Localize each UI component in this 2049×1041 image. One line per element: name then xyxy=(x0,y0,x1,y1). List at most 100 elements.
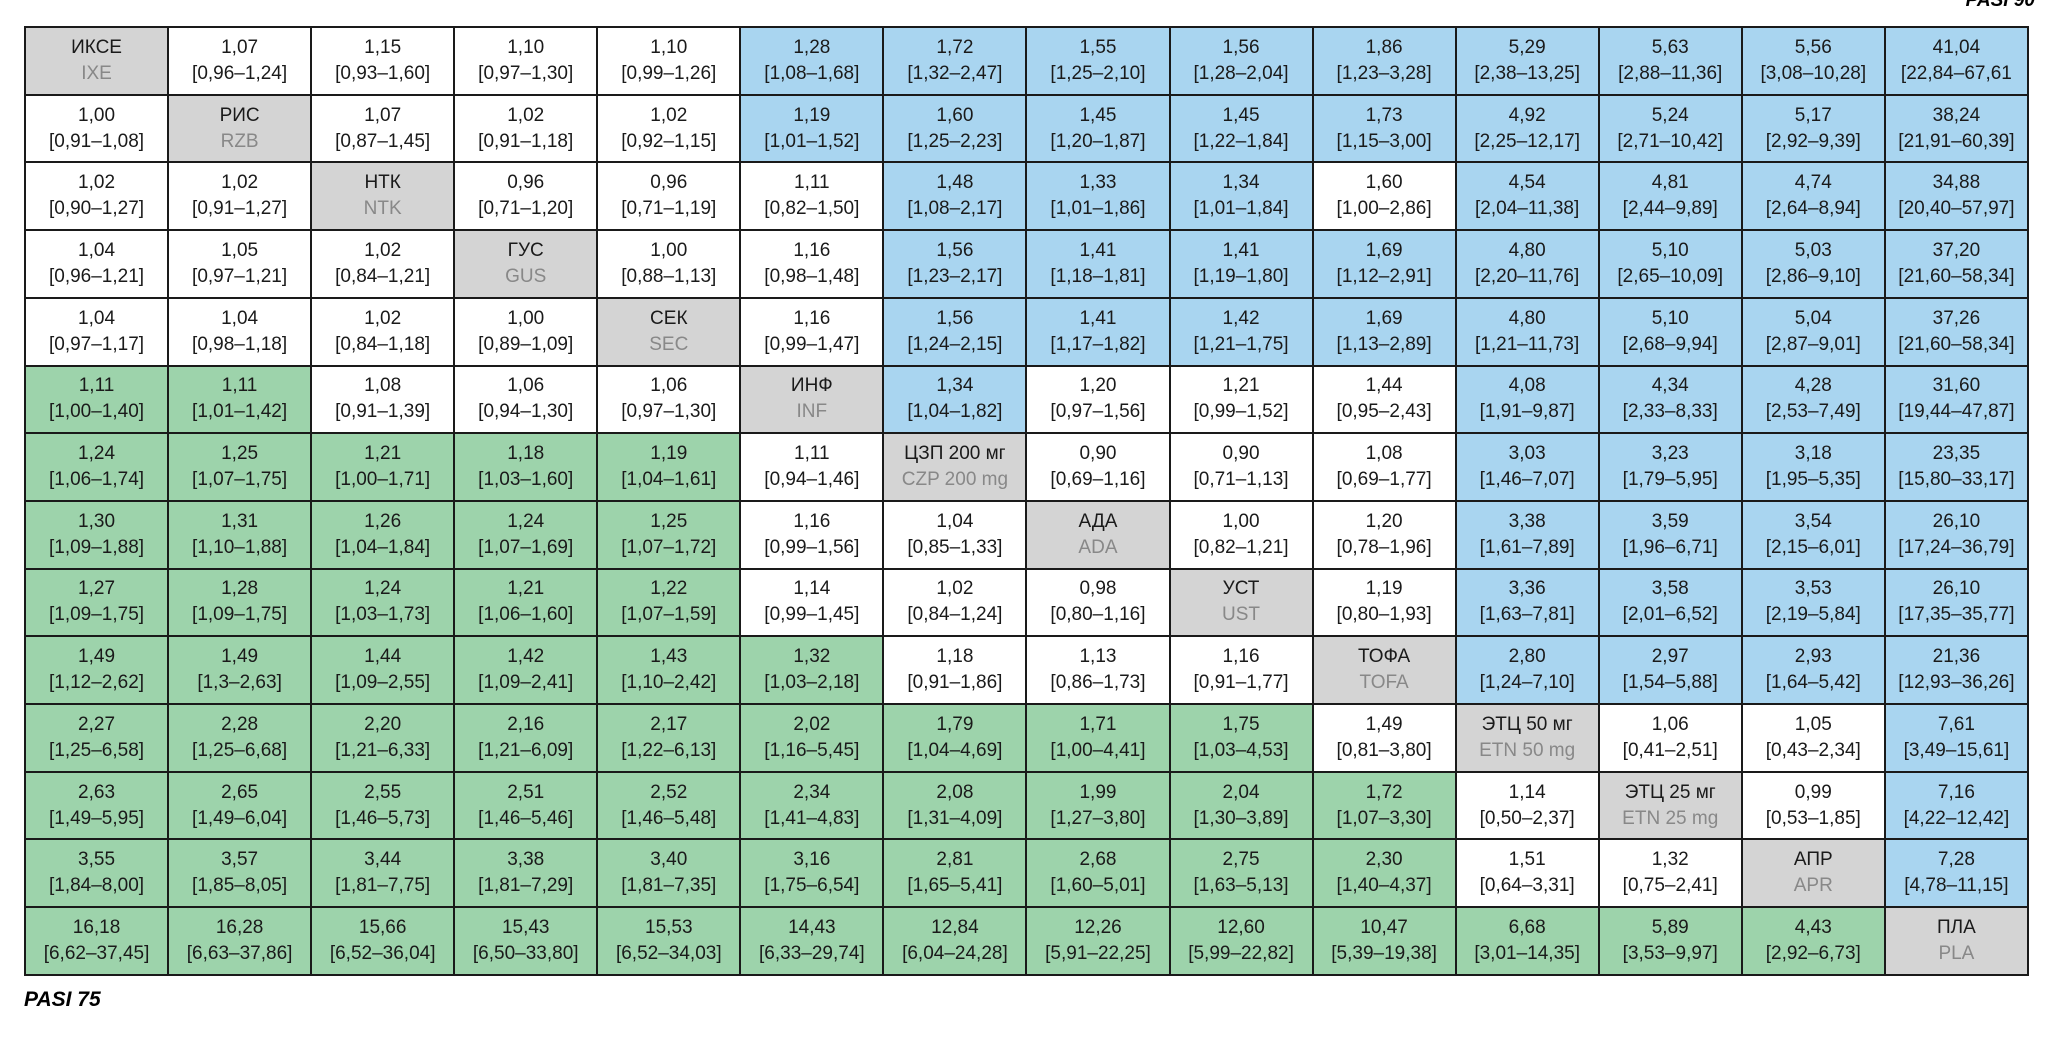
confidence-interval: [1,09–2,55] xyxy=(335,672,431,694)
confidence-interval: [1,81–7,75] xyxy=(335,875,431,897)
rr-value: 1,08 xyxy=(1365,443,1403,465)
confidence-interval: [17,35–35,77] xyxy=(1898,604,2015,626)
rr-value: 2,93 xyxy=(1794,646,1832,668)
rr-value: 15,66 xyxy=(358,917,407,939)
confidence-interval: [2,33–8,33] xyxy=(1622,401,1718,423)
comparison-cell: 4,81 [2,44–9,89] xyxy=(1597,161,1743,232)
rr-value: 1,27 xyxy=(78,578,116,600)
comparison-cell: 1,49 [1,12–2,62] xyxy=(23,635,170,706)
confidence-interval: [0,93–1,60] xyxy=(335,62,431,84)
comparison-cell: 2,08 [1,31–4,09] xyxy=(882,770,1028,841)
comparison-cell: 1,73 [1,15–3,00] xyxy=(1311,93,1457,164)
rr-value: 5,10 xyxy=(1651,239,1689,261)
treatment-name-en: NTK xyxy=(363,198,402,220)
confidence-interval: [1,54–5,88] xyxy=(1622,672,1718,694)
rr-value: 1,18 xyxy=(936,646,974,668)
comparison-cell: 3,54 [2,15–6,01] xyxy=(1740,499,1886,570)
confidence-interval: [0,71–1,19] xyxy=(621,198,717,220)
league-table-body: ИКСЕ IXE 1,07 [0,96–1,24] 1,15 [0,93–1,60] 1,1… xyxy=(23,26,2030,976)
confidence-interval: [2,44–9,89] xyxy=(1622,198,1718,220)
rr-value: 12,84 xyxy=(931,917,979,939)
rr-value: 5,29 xyxy=(1508,36,1546,58)
comparison-cell: 1,02 [0,91–1,27] xyxy=(167,161,313,232)
rr-value: 4,74 xyxy=(1794,172,1832,194)
comparison-cell: 1,18 [0,91–1,86] xyxy=(882,635,1028,706)
comparison-cell: 1,20 [0,97–1,56] xyxy=(1025,364,1171,435)
comparison-cell: 1,13 [0,86–1,73] xyxy=(1025,635,1171,706)
rr-value: 14,43 xyxy=(788,917,836,939)
comparison-cell: 1,18 [1,03–1,60] xyxy=(453,432,599,502)
comparison-cell: 1,60 [1,25–2,23] xyxy=(882,93,1028,164)
confidence-interval: [1,22–1,84] xyxy=(1193,130,1289,152)
comparison-cell: 1,72 [1,07–3,30] xyxy=(1311,770,1457,841)
comparison-cell: 3,16 [1,75–6,54] xyxy=(739,838,885,909)
table-row: 1,11 [1,00–1,40] 1,11 [1,01–1,42] 1,08 [0,91–… xyxy=(23,364,2030,435)
comparison-cell: 1,21 [1,00–1,71] xyxy=(310,432,456,502)
rr-value: 1,02 xyxy=(78,172,116,194)
confidence-interval: [1,19–1,80] xyxy=(1193,265,1289,287)
rr-value: 1,30 xyxy=(78,510,116,532)
confidence-interval: [1,04–1,82] xyxy=(907,401,1003,423)
rr-value: 1,34 xyxy=(1222,172,1260,194)
comparison-cell: 5,03 [2,86–9,10] xyxy=(1740,229,1886,299)
rr-value: 1,07 xyxy=(364,104,402,126)
comparison-cell: 3,36 [1,63–7,81] xyxy=(1454,567,1600,638)
comparison-cell: 1,56 [1,28–2,04] xyxy=(1168,26,1314,96)
treatment-name-ru: ИНФ xyxy=(790,375,833,397)
confidence-interval: [0,84–1,21] xyxy=(335,265,431,287)
comparison-cell: 1,49 [1,3–2,63] xyxy=(167,635,313,706)
rr-value: 3,36 xyxy=(1508,578,1546,600)
comparison-cell: 2,63 [1,49–5,95] xyxy=(23,770,170,841)
rr-value: 2,08 xyxy=(936,781,974,803)
confidence-interval: [0,97–1,17] xyxy=(48,333,145,355)
confidence-interval: [1,21–6,09] xyxy=(478,739,574,761)
table-row: ИКСЕ IXE 1,07 [0,96–1,24] 1,15 [0,93–1,60] 1,1… xyxy=(23,26,2030,96)
table-row: 2,63 [1,49–5,95] 2,65 [1,49–6,04] 2,55 [1,46–… xyxy=(23,770,2030,841)
comparison-cell: 5,29 [2,38–13,25] xyxy=(1454,26,1600,96)
rr-value: 3,38 xyxy=(507,849,545,871)
comparison-cell: 1,05 [0,97–1,21] xyxy=(167,229,313,299)
table-row: 1,30 [1,09–1,88] 1,31 [1,10–1,88] 1,26 [1,04–… xyxy=(23,499,2030,570)
comparison-cell: 1,02 [0,92–1,15] xyxy=(596,93,742,164)
rr-value: 2,65 xyxy=(221,781,259,803)
treatment-name-en: TOFA xyxy=(1359,672,1409,694)
confidence-interval: [1,25–6,58] xyxy=(48,739,145,761)
confidence-interval: [0,69–1,16] xyxy=(1050,469,1146,491)
confidence-interval: [0,99–1,56] xyxy=(764,536,860,558)
confidence-interval: [0,91–1,27] xyxy=(192,198,288,220)
confidence-interval: [1,21–6,33] xyxy=(335,739,431,761)
rr-value: 12,26 xyxy=(1074,917,1122,939)
comparison-cell: 2,27 [1,25–6,58] xyxy=(23,703,170,773)
confidence-interval: [0,71–1,20] xyxy=(478,198,574,220)
confidence-interval: [6,33–29,74] xyxy=(759,943,865,965)
comparison-cell: 15,43 [6,50–33,80] xyxy=(453,906,599,976)
confidence-interval: [1,07–1,75] xyxy=(192,469,288,491)
comparison-cell: 15,66 [6,52–36,04] xyxy=(310,906,456,976)
rr-value: 3,57 xyxy=(221,849,259,871)
confidence-interval: [1,85–8,05] xyxy=(192,875,288,897)
comparison-cell: 1,20 [0,78–1,96] xyxy=(1311,499,1457,570)
confidence-interval: [0,91–1,86] xyxy=(907,672,1003,694)
rr-value: 1,44 xyxy=(364,646,402,668)
rr-value: 3,54 xyxy=(1794,510,1832,532)
comparison-cell: 1,00 [0,82–1,21] xyxy=(1168,499,1314,570)
comparison-cell: 2,16 [1,21–6,09] xyxy=(453,703,599,773)
comparison-cell: 1,06 [0,41–2,51] xyxy=(1597,703,1743,773)
rr-value: 1,45 xyxy=(1079,104,1117,126)
confidence-interval: [1,46–5,48] xyxy=(621,807,717,829)
rr-value: 1,16 xyxy=(793,510,831,532)
rr-value: 5,10 xyxy=(1651,307,1689,329)
rr-value: 1,04 xyxy=(221,307,259,329)
confidence-interval: [0,43–2,34] xyxy=(1765,739,1861,761)
confidence-interval: [3,49–15,61] xyxy=(1903,739,2010,761)
treatment-label-cell: СЕК SEC xyxy=(596,296,742,367)
treatment-name-en: ETN 50 mg xyxy=(1479,739,1576,761)
rr-value: 3,23 xyxy=(1651,443,1689,465)
comparison-cell: 1,49 [0,81–3,80] xyxy=(1311,703,1457,773)
rr-value: 3,44 xyxy=(364,849,402,871)
comparison-cell: 1,27 [1,09–1,75] xyxy=(23,567,170,638)
comparison-cell: 1,02 [0,84–1,18] xyxy=(310,296,456,367)
comparison-cell: 1,19 [1,01–1,52] xyxy=(739,93,885,164)
comparison-cell: 1,21 [1,06–1,60] xyxy=(453,567,599,638)
table-row: 3,55 [1,84–8,00] 3,57 [1,85–8,05] 3,44 [1,81–… xyxy=(23,838,2030,909)
